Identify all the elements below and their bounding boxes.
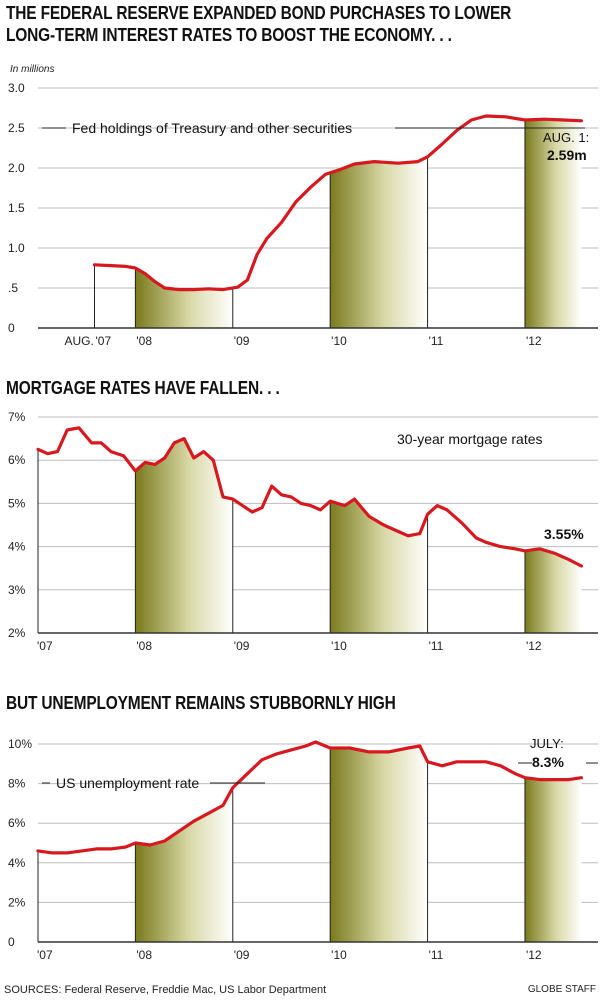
x-tick-label: '10 <box>331 334 347 348</box>
y-tick-label: 2.5 <box>8 121 25 135</box>
y-tick-label: 1.0 <box>8 241 25 255</box>
series-label: 30-year mortgage rates <box>397 431 543 447</box>
annotation-label: JULY: <box>530 736 564 751</box>
annotation-value: 2.59m <box>547 147 587 163</box>
series-line <box>92 114 583 292</box>
y-tick-label: 1.5 <box>8 201 25 215</box>
y-tick-label: 2.0 <box>8 161 25 175</box>
x-tick-label: '07 <box>37 639 53 653</box>
y-tick-label: 0 <box>8 935 15 949</box>
y-tick-label: 3.0 <box>8 81 25 95</box>
annotation-label: AUG. 1: <box>543 130 589 145</box>
y-tick-label: 0 <box>8 321 15 335</box>
y-tick-label: 4% <box>8 540 26 554</box>
x-tick-label: '09 <box>234 639 250 653</box>
y-tick-label: 6% <box>8 816 26 830</box>
x-tick-label: '09 <box>234 948 250 962</box>
shaded-band <box>524 548 582 633</box>
shaded-band <box>135 268 233 328</box>
sources-note: SOURCES: Federal Reserve, Freddie Mac, U… <box>4 984 327 996</box>
y-tick-label: 3% <box>8 583 26 597</box>
x-tick-label: '12 <box>526 334 542 348</box>
y-tick-label: .5 <box>8 281 18 295</box>
x-tick-label: '08 <box>136 948 152 962</box>
headline-unemployment: BUT UNEMPLOYMENT REMAINS STUBBORNLY HIGH <box>6 693 396 713</box>
y-tick-label: 6% <box>8 453 26 467</box>
x-tick-label: '07 <box>37 948 53 962</box>
series-line <box>36 740 583 855</box>
y-tick-label: 2% <box>8 895 26 909</box>
x-tick-label: '10 <box>331 639 347 653</box>
x-tick-label: '08 <box>136 334 152 348</box>
y-tick-label: 10% <box>8 737 32 751</box>
x-tick-label: '11 <box>429 639 444 653</box>
series-line <box>36 426 583 568</box>
shaded-band <box>330 745 428 942</box>
x-tick-label: '11 <box>429 948 444 962</box>
unit-label: In millions <box>10 64 54 75</box>
headline-mortgage: MORTGAGE RATES HAVE FALLEN. . . <box>6 378 280 398</box>
credit-note: GLOBE STAFF <box>527 984 596 995</box>
shaded-band <box>330 499 428 633</box>
x-tick-label: '10 <box>331 948 347 962</box>
shaded-band <box>135 438 233 633</box>
y-tick-label: 4% <box>8 856 26 870</box>
annotation-value: 3.55% <box>544 526 584 542</box>
annotation-value: 8.3% <box>532 754 564 770</box>
shaded-band <box>524 777 582 942</box>
headline-fed-line2: LONG-TERM INTEREST RATES TO BOOST THE EC… <box>6 25 452 45</box>
y-tick-label: 8% <box>8 777 26 791</box>
y-tick-label: 7% <box>8 410 26 424</box>
chart-mortgage-rates: 2% 3% 4% 5% 6% 7% '07 '08 '09 '10 '11 '12 30-year mo… <box>8 410 598 653</box>
x-tick-label: '09 <box>234 334 250 348</box>
x-tick-prefix: AUG. <box>64 334 93 348</box>
series-label: US unemployment rate <box>56 775 199 791</box>
shaded-band <box>524 119 582 328</box>
chart-unemployment: 0 2% 4% 6% 8% 10% '07 '08 '09 '10 '11 '12 US unemplo… <box>8 736 598 962</box>
headline-fed-line1: THE FEDERAL RESERVE EXPANDED BOND PURCHA… <box>6 3 512 23</box>
x-tick-label: '12 <box>526 948 542 962</box>
shaded-band <box>330 156 428 328</box>
shaded-band <box>135 787 233 942</box>
x-tick-label: '11 <box>429 334 444 348</box>
y-tick-label: 5% <box>8 496 26 510</box>
chart-fed-holdings: 0 .5 1.0 1.5 2.0 2.5 3.0 AUG. '07 '08 '09 '10 '11 '12… <box>8 64 598 348</box>
y-tick-label: 2% <box>8 626 26 640</box>
x-tick-label: '08 <box>136 639 152 653</box>
series-label: Fed holdings of Treasury and other secur… <box>72 120 352 136</box>
x-tick-label: '07 <box>95 334 111 348</box>
x-tick-label: '12 <box>526 639 542 653</box>
